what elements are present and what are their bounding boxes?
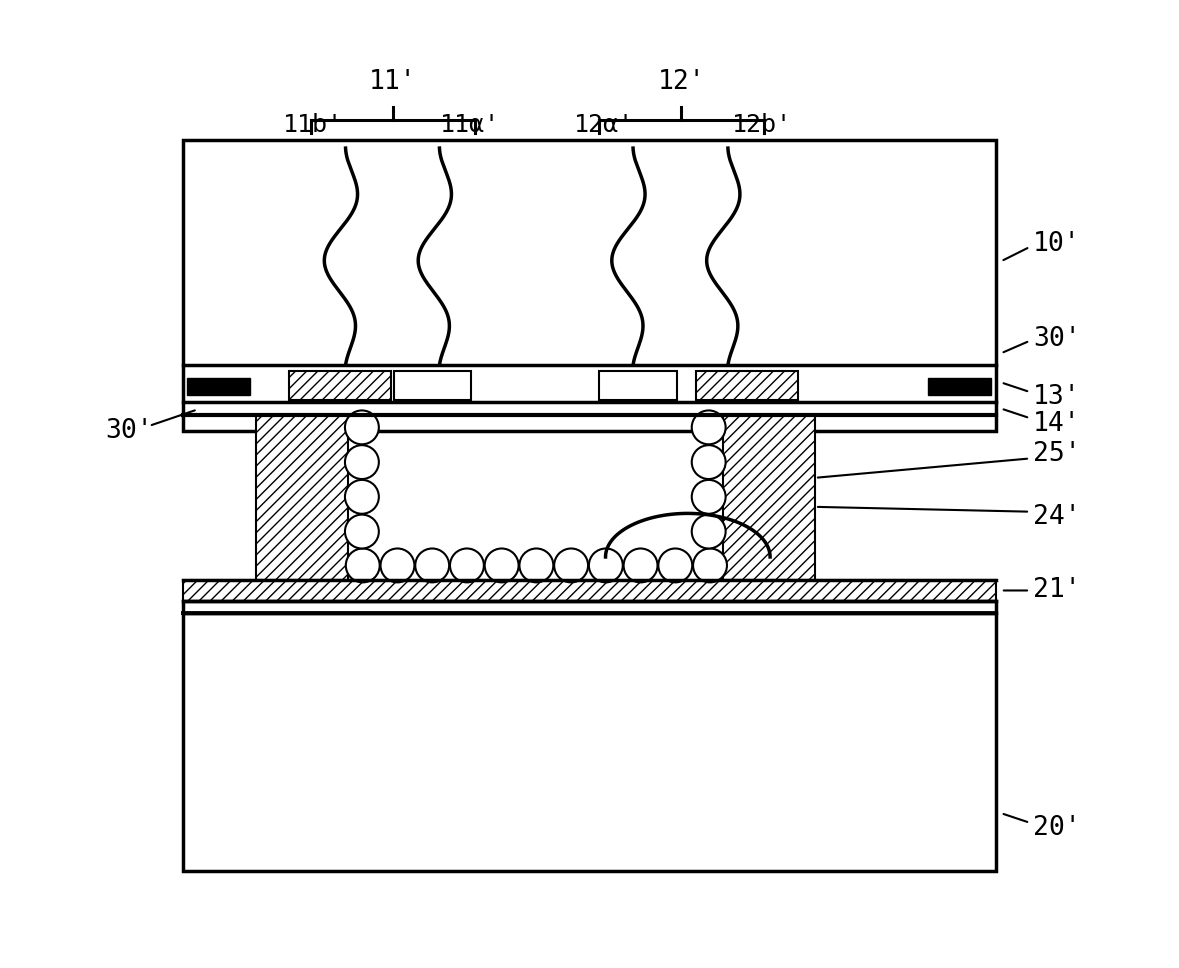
Bar [289, 371, 391, 400]
Text: 11': 11' [369, 69, 417, 95]
Circle shape [450, 549, 483, 583]
Circle shape [624, 549, 658, 583]
Circle shape [692, 480, 725, 514]
Text: 12b': 12b' [732, 113, 792, 137]
Text: 30': 30' [1033, 326, 1080, 351]
Text: 20': 20' [1033, 815, 1080, 840]
Bar [183, 613, 996, 871]
Circle shape [345, 549, 380, 583]
Circle shape [345, 445, 378, 479]
Circle shape [485, 549, 519, 583]
Bar [723, 415, 815, 580]
Bar [183, 580, 996, 601]
Text: 12α': 12α' [574, 113, 634, 137]
Circle shape [692, 410, 725, 444]
Bar [183, 601, 996, 613]
Bar [696, 371, 798, 400]
Bar [256, 415, 348, 580]
Circle shape [658, 549, 692, 583]
Circle shape [345, 515, 378, 549]
Circle shape [554, 549, 588, 583]
Text: 30': 30' [105, 418, 153, 443]
Circle shape [345, 480, 378, 514]
Bar [186, 378, 250, 395]
Bar [599, 371, 677, 400]
Text: 10': 10' [1033, 231, 1080, 257]
Circle shape [588, 549, 623, 583]
Text: 11α': 11α' [441, 113, 500, 137]
Text: 12': 12' [658, 69, 705, 95]
Bar [928, 378, 992, 395]
Circle shape [345, 410, 378, 444]
Text: 21': 21' [1033, 578, 1080, 603]
Text: 25': 25' [1033, 440, 1080, 467]
Circle shape [415, 549, 449, 583]
Circle shape [693, 549, 727, 583]
Circle shape [520, 549, 553, 583]
Bar [394, 371, 472, 400]
Circle shape [381, 549, 414, 583]
Bar [183, 140, 996, 431]
Text: 14': 14' [1033, 411, 1080, 437]
Text: 24': 24' [1033, 503, 1080, 529]
Text: 11b': 11b' [283, 113, 343, 137]
Text: 13': 13' [1033, 384, 1080, 409]
Circle shape [692, 515, 725, 549]
Circle shape [692, 445, 725, 479]
